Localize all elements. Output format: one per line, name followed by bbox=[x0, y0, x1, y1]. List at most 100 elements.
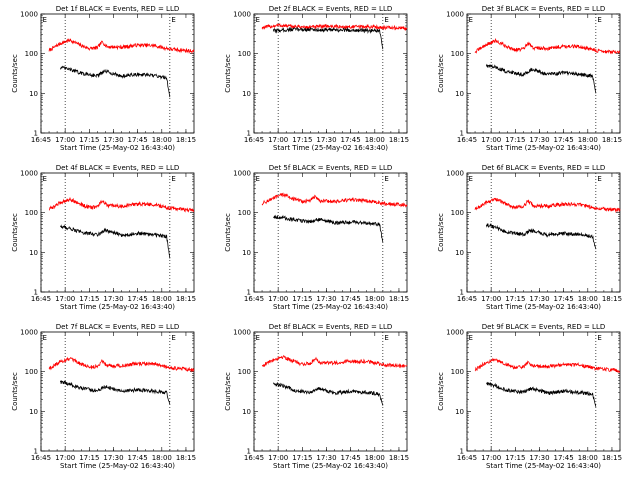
event-marker-label: E bbox=[256, 334, 260, 342]
y-axis-label: Counts/sec bbox=[437, 213, 445, 252]
y-axis-label: Counts/sec bbox=[224, 54, 232, 93]
x-tick-label: 17:30 bbox=[529, 295, 549, 303]
chart-title: Det 9f BLACK = Events, RED = LLD bbox=[482, 323, 605, 331]
y-tick-label: 1000 bbox=[233, 329, 251, 337]
lld-rate-line bbox=[261, 354, 408, 369]
x-tick-label: 17:15 bbox=[79, 454, 99, 462]
x-tick-label: 17:15 bbox=[505, 295, 525, 303]
x-tick-label: 17:00 bbox=[55, 136, 75, 144]
x-tick-label: 16:45 bbox=[244, 295, 264, 303]
x-tick-label: 17:30 bbox=[316, 295, 336, 303]
chart-title: Det 2f BLACK = Events, RED = LLD bbox=[269, 5, 392, 13]
y-tick-label: 100 bbox=[25, 209, 38, 217]
x-tick-label: 17:30 bbox=[316, 136, 336, 144]
chart-title: Det 5f BLACK = Events, RED = LLD bbox=[269, 164, 392, 172]
event-rate-line bbox=[485, 223, 597, 250]
x-tick-label: 18:00 bbox=[578, 136, 598, 144]
chart-title: Det 7f BLACK = Events, RED = LLD bbox=[56, 323, 179, 331]
x-tick-label: 17:45 bbox=[554, 454, 574, 462]
y-tick-label: 1 bbox=[247, 289, 251, 297]
y-axis-label: Counts/sec bbox=[11, 372, 19, 411]
y-axis-label: Counts/sec bbox=[11, 213, 19, 252]
event-marker-label: E bbox=[597, 175, 601, 183]
chart-panel-6: Det 6f BLACK = Events, RED = LLD 1 10 100 10… bbox=[437, 164, 622, 311]
x-tick-label: 17:30 bbox=[316, 454, 336, 462]
x-tick-label: 18:00 bbox=[152, 136, 172, 144]
y-tick-label: 100 bbox=[451, 50, 464, 58]
chart-panel-2: Det 2f BLACK = Events, RED = LLD 1 10 100 10… bbox=[224, 5, 409, 152]
plot-frame bbox=[466, 172, 621, 293]
x-tick-label: 17:45 bbox=[128, 454, 148, 462]
x-tick-label: 18:15 bbox=[176, 136, 196, 144]
plot-frame bbox=[253, 13, 408, 134]
x-tick-label: 17:00 bbox=[268, 454, 288, 462]
chart-title: Det 1f BLACK = Events, RED = LLD bbox=[56, 5, 179, 13]
x-tick-label: 18:15 bbox=[389, 454, 409, 462]
x-tick-label: 17:00 bbox=[55, 295, 75, 303]
y-tick-label: 10 bbox=[242, 90, 251, 98]
y-tick-label: 100 bbox=[25, 368, 38, 376]
x-tick-label: 18:00 bbox=[578, 295, 598, 303]
x-tick-label: 16:45 bbox=[457, 454, 477, 462]
chart-panel-9: Det 9f BLACK = Events, RED = LLD 1 10 100 10… bbox=[437, 323, 622, 470]
x-tick-label: 17:00 bbox=[481, 454, 501, 462]
x-tick-label: 17:30 bbox=[103, 295, 123, 303]
x-tick-label: 17:30 bbox=[529, 454, 549, 462]
y-axis-label: Counts/sec bbox=[224, 213, 232, 252]
y-tick-label: 100 bbox=[238, 50, 251, 58]
y-tick-label: 1000 bbox=[20, 11, 38, 19]
y-tick-label: 1 bbox=[460, 130, 464, 138]
y-tick-label: 1 bbox=[34, 130, 38, 138]
y-tick-label: 10 bbox=[29, 408, 38, 416]
event-marker-label: E bbox=[43, 334, 47, 342]
event-marker-label: E bbox=[597, 16, 601, 24]
chart-title: Det 3f BLACK = Events, RED = LLD bbox=[482, 5, 605, 13]
x-tick-label: 18:00 bbox=[578, 454, 598, 462]
x-axis-label: Start Time (25-May-02 16:43:40) bbox=[60, 303, 175, 311]
x-tick-label: 17:15 bbox=[505, 136, 525, 144]
x-tick-label: 17:45 bbox=[341, 136, 361, 144]
y-tick-label: 10 bbox=[242, 249, 251, 257]
y-axis-label: Counts/sec bbox=[437, 54, 445, 93]
x-tick-label: 18:00 bbox=[365, 454, 385, 462]
event-marker-label: E bbox=[469, 334, 473, 342]
y-tick-label: 1000 bbox=[20, 329, 38, 337]
y-tick-label: 10 bbox=[455, 408, 464, 416]
x-tick-label: 18:15 bbox=[389, 136, 409, 144]
x-tick-label: 17:45 bbox=[554, 295, 574, 303]
chart-panel-3: Det 3f BLACK = Events, RED = LLD 1 10 100 10… bbox=[437, 5, 622, 152]
lld-rate-line bbox=[474, 37, 621, 55]
y-tick-label: 1000 bbox=[233, 170, 251, 178]
lld-rate-line bbox=[261, 192, 408, 208]
event-marker-label: E bbox=[256, 16, 260, 24]
chart-panel-1: Det 1f BLACK = Events, RED = LLD 1 10 100 10… bbox=[11, 5, 196, 152]
x-tick-label: 17:30 bbox=[103, 136, 123, 144]
y-tick-label: 100 bbox=[451, 368, 464, 376]
x-tick-label: 16:45 bbox=[31, 295, 51, 303]
x-tick-label: 18:15 bbox=[389, 295, 409, 303]
x-tick-label: 17:00 bbox=[481, 295, 501, 303]
chart-panel-5: Det 5f BLACK = Events, RED = LLD 1 10 100 10… bbox=[224, 164, 409, 311]
x-axis-label: Start Time (25-May-02 16:43:40) bbox=[60, 462, 175, 470]
y-tick-label: 100 bbox=[25, 50, 38, 58]
event-marker-label: E bbox=[171, 16, 175, 24]
y-tick-label: 1000 bbox=[446, 329, 464, 337]
x-tick-label: 18:00 bbox=[152, 454, 172, 462]
x-tick-label: 17:15 bbox=[292, 295, 312, 303]
event-rate-line bbox=[273, 214, 384, 243]
chart-panel-8: Det 8f BLACK = Events, RED = LLD 1 10 100 10… bbox=[224, 323, 409, 470]
x-tick-label: 18:15 bbox=[602, 295, 622, 303]
x-tick-label: 18:00 bbox=[152, 295, 172, 303]
y-axis-label: Counts/sec bbox=[437, 372, 445, 411]
event-rate-line bbox=[272, 26, 384, 50]
x-tick-label: 17:45 bbox=[341, 454, 361, 462]
event-rate-line bbox=[486, 381, 597, 407]
x-tick-label: 17:30 bbox=[103, 454, 123, 462]
x-axis-label: Start Time (25-May-02 16:43:40) bbox=[486, 462, 601, 470]
x-tick-label: 18:15 bbox=[602, 454, 622, 462]
x-tick-label: 16:45 bbox=[457, 295, 477, 303]
lld-rate-line bbox=[48, 197, 195, 213]
x-tick-label: 18:15 bbox=[602, 136, 622, 144]
y-tick-label: 1000 bbox=[20, 170, 38, 178]
lld-rate-line bbox=[48, 356, 195, 373]
